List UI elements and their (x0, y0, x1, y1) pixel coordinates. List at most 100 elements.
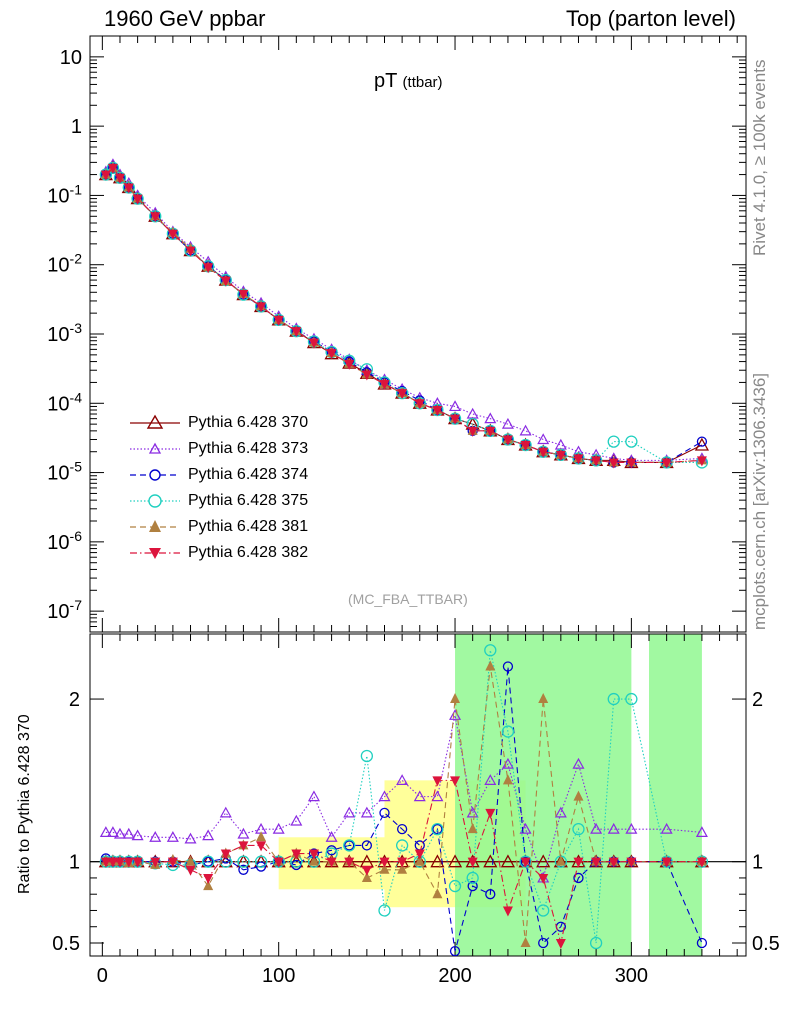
data-point (501, 417, 514, 429)
ratio-data-point (590, 822, 603, 834)
data-point (361, 370, 372, 381)
ratio-data-point (290, 814, 303, 826)
ratio-data-point (396, 824, 408, 835)
y-tick-label: 10-5 (47, 459, 82, 485)
ratio-data-point (237, 855, 250, 868)
ratio-data-point (99, 826, 112, 838)
legend-item-373: Pythia 6.428 373 (128, 436, 308, 462)
ratio-data-point (379, 857, 390, 868)
data-point (203, 263, 214, 274)
data-point (485, 426, 496, 437)
ratio-data-point (361, 840, 373, 851)
data-point (573, 454, 584, 465)
ratio-data-point (123, 857, 134, 868)
ratio-data-point (591, 857, 602, 868)
legend-item-375: Pythia 6.428 375 (128, 488, 308, 514)
ratio-data-point (430, 854, 445, 868)
data-point (107, 163, 118, 174)
ratio-data-point (661, 857, 672, 868)
data-point (608, 458, 619, 469)
data-point (326, 349, 337, 360)
ratio-data-point (273, 857, 284, 868)
y-tick-label: 10-4 (47, 389, 82, 415)
ratio-data-point (607, 822, 620, 834)
data-point (502, 435, 513, 446)
ratio-data-point (538, 693, 549, 704)
ratio-data-point (360, 806, 373, 818)
ratio-data-point (431, 790, 444, 802)
x-tick-label: 100 (262, 965, 295, 987)
analysis-watermark: (MC_FBA_TTBAR) (348, 591, 468, 607)
ratio-data-point (432, 824, 443, 835)
ratio-series-1 (99, 709, 708, 883)
data-point (626, 458, 637, 469)
data-point (167, 229, 178, 240)
ratio-data-point (626, 857, 637, 868)
ratio-data-point (448, 879, 462, 893)
ratio-data-point (501, 725, 515, 738)
ratio-data-point (449, 945, 461, 956)
ratio-data-point (254, 855, 268, 868)
data-point (344, 359, 355, 370)
ratio-data-point (555, 855, 566, 866)
y-tick-label: 10-6 (47, 528, 82, 554)
ratio-data-point (432, 888, 443, 899)
ratio-data-point (220, 849, 231, 860)
ratio-data-point (500, 854, 516, 868)
ratio-uncertainty-band (455, 634, 632, 956)
data-point (696, 456, 707, 467)
rivet-version-label: Rivet 4.1.0, ≥ 100k events (750, 59, 769, 256)
ratio-data-point (396, 774, 409, 785)
ratio-data-point (184, 832, 197, 844)
y-tick-label: 10-2 (47, 251, 82, 277)
data-point (414, 399, 425, 410)
ratio-data-point (447, 854, 463, 868)
ratio-data-point (537, 904, 550, 917)
ratio-data-point (485, 660, 496, 671)
main-series-5 (100, 163, 707, 469)
ratio-data-point (113, 827, 126, 839)
ratio-data-point (360, 749, 374, 763)
y-tick-label: 10 (60, 47, 82, 69)
legend-marker-373 (130, 442, 180, 454)
data-point (519, 424, 532, 436)
ratio-data-point (554, 806, 567, 818)
ratio-data-point (467, 880, 478, 892)
ratio-data-point (555, 938, 566, 949)
data-point (185, 246, 196, 257)
ratio-data-point (397, 857, 408, 868)
ratio-data-point (237, 827, 250, 839)
ratio-data-point (308, 849, 319, 860)
ratio-data-point (150, 857, 161, 868)
ratio-data-point (520, 936, 531, 947)
ratio-data-point (608, 857, 619, 868)
header-process-label: Top (parton level) (566, 6, 736, 31)
ratio-series-line (105, 715, 702, 880)
ratio-data-point (520, 857, 531, 868)
data-point (450, 414, 461, 425)
ratio-series-line (105, 650, 702, 944)
ratio-data-point (325, 831, 338, 842)
ratio-data-point (395, 839, 409, 852)
ratio-data-point (132, 857, 143, 868)
ratio-data-point (344, 857, 355, 868)
ratio-y-tick-label-right: 1 (752, 852, 763, 874)
data-point (256, 302, 267, 313)
ratio-data-point (414, 849, 425, 860)
ratio-data-point (450, 693, 461, 704)
ratio-data-point (185, 865, 196, 876)
data-point (432, 406, 443, 417)
ratio-data-point (202, 855, 215, 868)
ratio-data-point (538, 937, 549, 949)
legend-marker-375 (130, 494, 180, 508)
legend-label-370: Pythia 6.428 370 (188, 414, 309, 431)
ratio-data-point (203, 873, 214, 884)
ratio-y-tick-label: 2 (69, 689, 80, 711)
ratio-data-point (100, 857, 111, 868)
data-point (520, 440, 531, 451)
ratio-y-tick-label: 0.5 (52, 933, 80, 955)
ratio-data-point (573, 857, 584, 868)
ratio-data-point (502, 906, 513, 917)
y-tick-label: 10-7 (47, 597, 82, 623)
ratio-data-point (484, 774, 497, 785)
